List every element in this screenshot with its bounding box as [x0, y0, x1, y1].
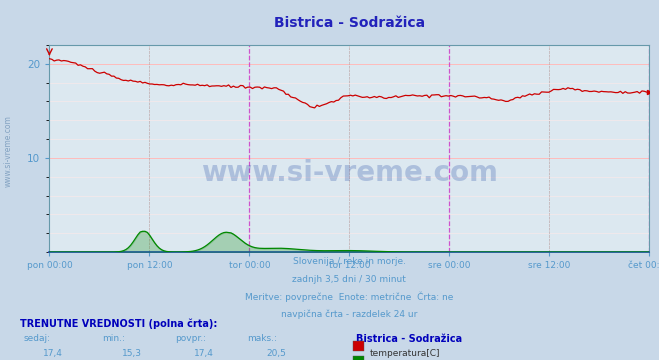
Text: min.:: min.:	[102, 334, 125, 343]
Text: maks.:: maks.:	[247, 334, 277, 343]
Text: zadnjh 3,5 dni / 30 minut: zadnjh 3,5 dni / 30 minut	[293, 275, 406, 284]
Text: sedaj:: sedaj:	[23, 334, 50, 343]
Text: TRENUTNE VREDNOSTI (polna črta):: TRENUTNE VREDNOSTI (polna črta):	[20, 319, 217, 329]
Text: temperatura[C]: temperatura[C]	[370, 349, 440, 358]
Text: Meritve: povprečne  Enote: metrične  Črta: ne: Meritve: povprečne Enote: metrične Črta:…	[245, 292, 453, 302]
Text: povpr.:: povpr.:	[175, 334, 206, 343]
Text: 17,4: 17,4	[194, 349, 214, 358]
Text: Bistrica - Sodražica: Bistrica - Sodražica	[356, 334, 462, 344]
Text: 20,5: 20,5	[267, 349, 287, 358]
Text: www.si-vreme.com: www.si-vreme.com	[3, 115, 13, 187]
Text: navpična črta - razdelek 24 ur: navpična črta - razdelek 24 ur	[281, 309, 417, 319]
Text: Slovenija / reke in morje.: Slovenija / reke in morje.	[293, 257, 406, 266]
Text: www.si-vreme.com: www.si-vreme.com	[201, 159, 498, 187]
Text: Bistrica - Sodražica: Bistrica - Sodražica	[273, 16, 425, 30]
Text: 17,4: 17,4	[43, 349, 63, 358]
Text: 15,3: 15,3	[122, 349, 142, 358]
